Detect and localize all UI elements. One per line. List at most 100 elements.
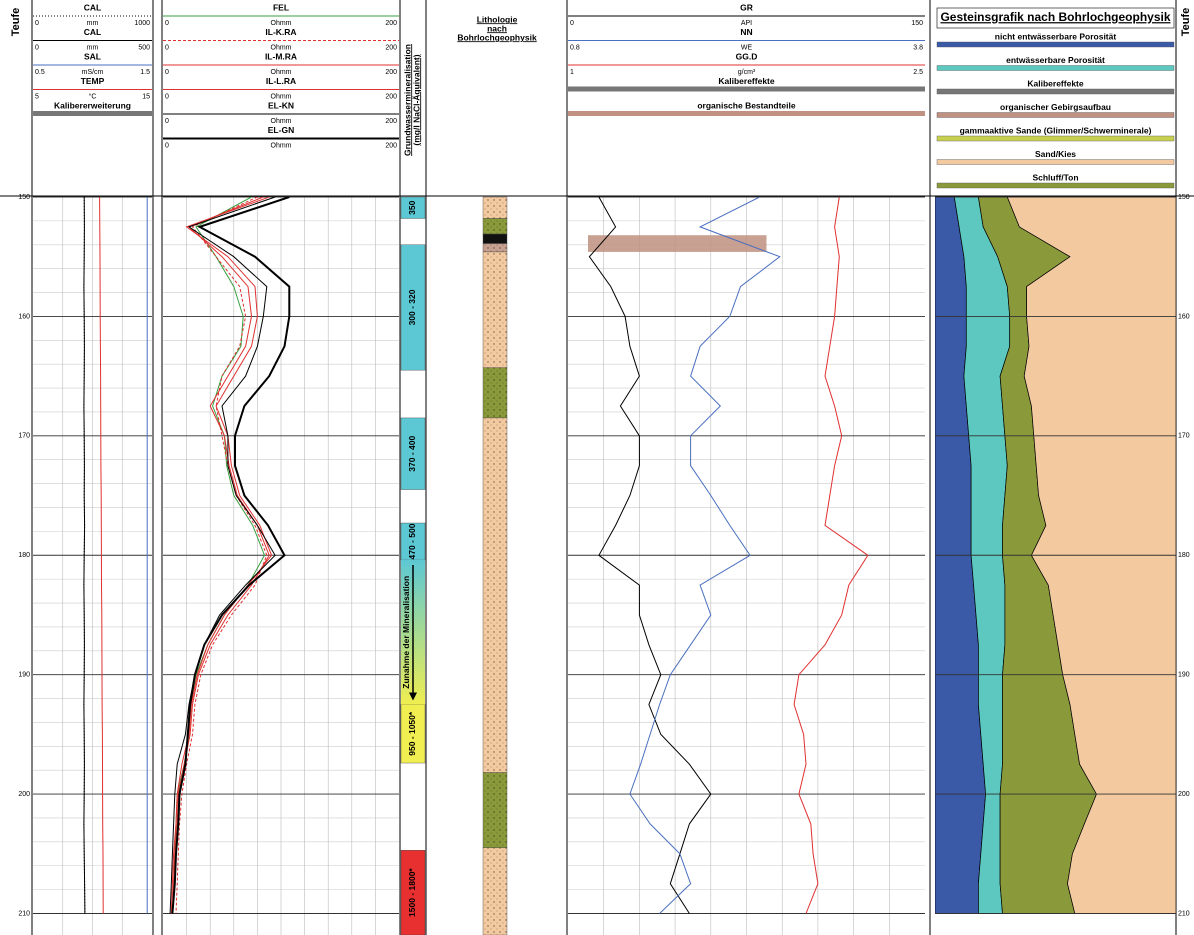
interval [400, 196, 426, 219]
depth-tick-label: 210 [1178, 910, 1190, 917]
scale-unit: Ohmm [271, 118, 292, 125]
bar-name: Kalibereffekte [718, 76, 774, 86]
depth-tick-label: 150 [18, 194, 30, 201]
scale-unit: API [741, 20, 752, 27]
track-title: Grundwassermineralisation [402, 44, 412, 156]
scale-unit: Ohmm [271, 20, 292, 27]
interval [400, 850, 426, 935]
legend-name: organischer Gebirgsaufbau [1000, 102, 1111, 112]
curve-name: EL-GN [268, 125, 294, 135]
depth-tick-label: 210 [18, 910, 30, 917]
scale-unit: mS/cm [82, 69, 104, 76]
scale-unit: Ohmm [271, 44, 292, 51]
log-curve [83, 197, 86, 914]
scale-max: 500 [138, 44, 150, 51]
log-curve [169, 197, 276, 914]
interval-label: 350 [407, 200, 417, 214]
depth-tick-label: 170 [18, 433, 30, 440]
scale-unit: g/cm³ [738, 69, 756, 76]
lithology-pattern [483, 417, 507, 773]
legend-name: Schluff/Ton [1032, 172, 1078, 182]
scale-min: 0.5 [35, 69, 45, 76]
arrow-head [409, 692, 417, 701]
scale-unit: Ohmm [271, 142, 292, 149]
legend-bar [33, 111, 152, 116]
scale-unit: mm [87, 44, 99, 51]
track-title: (mg/l NaCl-Äquivalent) [411, 54, 421, 145]
log-curve [99, 197, 104, 914]
log-curve [629, 197, 781, 914]
legend-name: Sand/Kies [1035, 149, 1076, 159]
lithology-pattern [483, 847, 507, 935]
track-title: Lithologie [477, 14, 518, 24]
log-curve [588, 197, 712, 914]
interval-label: 300 - 320 [407, 289, 417, 325]
interval-label: 370 - 400 [407, 436, 417, 472]
scale-min: 0 [165, 44, 169, 51]
depth-tick-label: 180 [18, 552, 30, 559]
log-curve [171, 197, 291, 914]
scale-unit: °C [89, 92, 97, 100]
depth-tick-label: 190 [18, 672, 30, 679]
lithology-pattern [483, 218, 507, 235]
lithology-pattern [483, 367, 507, 418]
legend-name: gammaaktive Sande (Glimmer/Schwermineral… [960, 125, 1152, 135]
interval-label: 1500 - 1800* [407, 868, 417, 917]
depth-tick-label: 190 [1178, 672, 1190, 679]
scale-min: 0 [570, 20, 574, 27]
depth-tick-label: 200 [1178, 791, 1190, 798]
curve-name: NN [740, 27, 752, 37]
scale-max: 200 [385, 93, 397, 100]
curve-name: FEL [273, 2, 289, 12]
legend-bar [936, 65, 1175, 71]
interval [400, 244, 426, 371]
lithology-pattern [483, 197, 507, 219]
title-box [936, 7, 1175, 29]
scale-min: 0 [165, 93, 169, 100]
curve-name: TEMP [81, 76, 105, 86]
log-curve [175, 197, 268, 914]
legend-name: Kalibereffekte [1027, 78, 1083, 88]
curve-name: CAL [84, 2, 101, 12]
legend-bar [936, 88, 1175, 95]
scale-unit: WE [741, 44, 753, 51]
interval [400, 704, 426, 764]
organic-interval [588, 235, 767, 252]
interval-label: 950 - 1050* [407, 711, 417, 756]
interval [400, 417, 426, 490]
scale-max: 200 [385, 20, 397, 27]
legend-name: entwässerbare Porosität [1006, 55, 1105, 65]
scale-min: 0 [165, 142, 169, 149]
lithology-pattern [483, 243, 507, 252]
scale-max: 2.5 [913, 69, 923, 76]
scale-unit: Ohmm [271, 69, 292, 76]
curve-name: SAL [84, 51, 101, 61]
bar-name: Kalibererweiterung [54, 100, 131, 110]
arrow-label: Zunahme der Mineralisation [401, 576, 411, 689]
depth-label: Teufe [10, 8, 22, 37]
scale-min: 0 [35, 44, 39, 51]
legend-bar [936, 159, 1175, 165]
scale-min: 0 [165, 69, 169, 76]
interval [400, 522, 426, 561]
log-curve [170, 197, 273, 914]
scale-min: 1 [570, 69, 574, 76]
track-title: Gesteinsgrafik nach Bohrlochgeophysik [940, 10, 1170, 24]
track-title: Bohrlochgeophysik [457, 32, 537, 42]
scale-max: 150 [911, 20, 923, 27]
scale-max: 3.8 [913, 44, 923, 51]
scale-min: 0 [165, 118, 169, 125]
legend-bar [568, 111, 925, 116]
scale-max: 200 [385, 118, 397, 125]
legend-bar [936, 182, 1175, 189]
scale-min: 0 [35, 20, 39, 27]
curve-name: IL-M.RA [265, 51, 297, 61]
legend-bar [568, 86, 925, 92]
lithology-pattern [483, 772, 507, 848]
curve-name: GR [740, 2, 753, 12]
curve-name: IL-L.RA [266, 76, 296, 86]
curve-name: CAL [84, 27, 101, 37]
depth-tick-label: 160 [1178, 313, 1190, 320]
